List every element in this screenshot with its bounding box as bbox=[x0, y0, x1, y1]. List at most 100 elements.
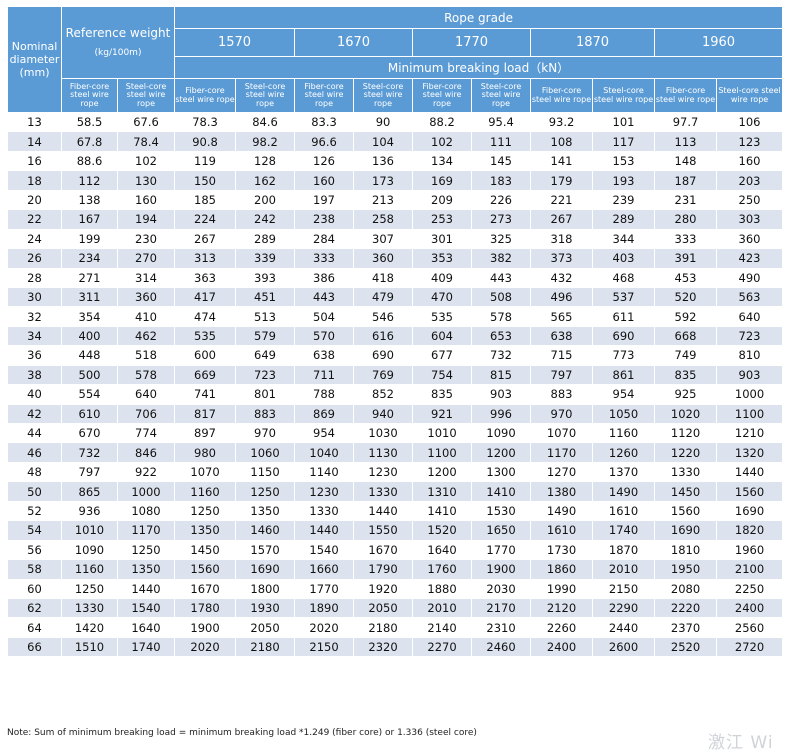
value-cell: 2140 bbox=[412, 617, 473, 638]
value-cell: 1090 bbox=[61, 539, 118, 561]
grade-1870: 1870 bbox=[530, 28, 656, 57]
value-cell: 95.4 bbox=[471, 111, 532, 133]
value-cell: 373 bbox=[530, 248, 594, 269]
value-cell: 903 bbox=[716, 364, 784, 386]
value-cell: 2520 bbox=[654, 636, 718, 658]
value-cell: 128 bbox=[235, 150, 296, 172]
value-cell: 1570 bbox=[235, 539, 296, 561]
value-cell: 468 bbox=[592, 267, 656, 288]
value-cell: 1730 bbox=[530, 539, 594, 561]
value-cell: 354 bbox=[61, 306, 118, 327]
value-cell: 423 bbox=[716, 248, 784, 269]
value-cell: 136 bbox=[353, 150, 414, 172]
value-cell: 592 bbox=[654, 306, 718, 327]
value-cell: 271 bbox=[61, 267, 118, 288]
value-cell: 604 bbox=[412, 325, 473, 347]
value-cell: 1160 bbox=[592, 422, 656, 444]
value-cell: 1420 bbox=[61, 617, 118, 638]
value-cell: 2020 bbox=[294, 617, 355, 638]
value-cell: 333 bbox=[654, 228, 718, 250]
value-cell: 1440 bbox=[116, 578, 176, 599]
value-cell: 1380 bbox=[530, 481, 594, 502]
value-cell: 677 bbox=[412, 345, 473, 366]
value-cell: 1450 bbox=[174, 539, 237, 561]
value-cell: 333 bbox=[294, 248, 355, 269]
value-cell: 148 bbox=[654, 150, 718, 172]
value-cell: 1450 bbox=[654, 481, 718, 502]
value-cell: 1100 bbox=[412, 442, 473, 463]
diameter-cell: 54 bbox=[7, 520, 62, 541]
table-row: 46 732 846 980 1060 1040 1130 1100 1200 1170 1260 1… bbox=[7, 442, 784, 463]
value-cell: 903 bbox=[471, 384, 532, 405]
value-cell: 1250 bbox=[174, 500, 237, 522]
value-cell: 1670 bbox=[174, 578, 237, 599]
value-cell: 668 bbox=[654, 325, 718, 347]
value-cell: 1010 bbox=[61, 520, 118, 541]
value-cell: 2020 bbox=[174, 636, 237, 658]
rope-specification-table: Nominal diameter (mm) Reference weight (… bbox=[7, 6, 784, 658]
value-cell: 1540 bbox=[294, 539, 355, 561]
diameter-cell: 14 bbox=[7, 131, 62, 152]
value-cell: 638 bbox=[294, 345, 355, 366]
value-cell: 1490 bbox=[530, 500, 594, 522]
diameter-cell: 26 bbox=[7, 248, 62, 269]
value-cell: 1650 bbox=[471, 520, 532, 541]
value-cell: 817 bbox=[174, 403, 237, 425]
value-cell: 102 bbox=[412, 131, 473, 152]
value-cell: 496 bbox=[530, 286, 594, 308]
value-cell: 1890 bbox=[294, 597, 355, 619]
value-cell: 169 bbox=[412, 170, 473, 191]
value-cell: 1350 bbox=[235, 500, 296, 522]
table-row: 50 865 1000 1160 1250 1230 1330 1310 1410 1380 149… bbox=[7, 481, 784, 502]
table-row: 22 167 194 224 242 238 258 253 273 267 289 280 303 bbox=[7, 209, 784, 230]
value-cell: 2320 bbox=[353, 636, 414, 658]
grade-1960: 1960 bbox=[654, 28, 784, 57]
value-cell: 835 bbox=[412, 384, 473, 405]
value-cell: 600 bbox=[174, 345, 237, 366]
table-row: 54 1010 1170 1350 1460 1440 1550 1520 1650 1610 17… bbox=[7, 520, 784, 541]
value-cell: 2260 bbox=[530, 617, 594, 638]
value-cell: 409 bbox=[412, 267, 473, 288]
value-cell: 289 bbox=[235, 228, 296, 250]
diameter-cell: 62 bbox=[7, 597, 62, 619]
value-cell: 325 bbox=[471, 228, 532, 250]
value-cell: 1230 bbox=[294, 481, 355, 502]
reference-weight-unit: (kg/100m) bbox=[94, 47, 142, 58]
value-cell: 314 bbox=[116, 267, 176, 288]
value-cell: 1310 bbox=[412, 481, 473, 502]
value-cell: 160 bbox=[294, 170, 355, 191]
value-cell: 113 bbox=[654, 131, 718, 152]
value-cell: 470 bbox=[412, 286, 473, 308]
value-cell: 1410 bbox=[471, 481, 532, 502]
subheader-steel-core: Steel-core steel wire rope bbox=[353, 78, 414, 113]
value-cell: 1250 bbox=[61, 578, 118, 599]
value-cell: 2180 bbox=[235, 636, 296, 658]
reference-weight-label: Reference weight bbox=[65, 25, 171, 40]
value-cell: 835 bbox=[654, 364, 718, 386]
value-cell: 226 bbox=[471, 189, 532, 211]
value-cell: 126 bbox=[294, 150, 355, 172]
value-cell: 1090 bbox=[471, 422, 532, 444]
diameter-cell: 22 bbox=[7, 209, 62, 230]
value-cell: 187 bbox=[654, 170, 718, 191]
value-cell: 138 bbox=[61, 189, 118, 211]
value-cell: 1000 bbox=[116, 481, 176, 502]
table-row: 24 199 230 267 289 284 307 301 325 318 344 333 360 bbox=[7, 228, 784, 250]
value-cell: 1930 bbox=[235, 597, 296, 619]
value-cell: 58.5 bbox=[61, 111, 118, 133]
value-cell: 150 bbox=[174, 170, 237, 191]
value-cell: 253 bbox=[412, 209, 473, 230]
value-cell: 869 bbox=[294, 403, 355, 425]
diameter-cell: 50 bbox=[7, 481, 62, 502]
value-cell: 715 bbox=[530, 345, 594, 366]
value-cell: 1220 bbox=[654, 442, 718, 463]
value-cell: 185 bbox=[174, 189, 237, 211]
value-cell: 2460 bbox=[471, 636, 532, 658]
value-cell: 810 bbox=[716, 345, 784, 366]
value-cell: 1350 bbox=[116, 559, 176, 580]
value-cell: 2250 bbox=[716, 578, 784, 599]
value-cell: 83.3 bbox=[294, 111, 355, 133]
value-cell: 1370 bbox=[592, 461, 656, 483]
value-cell: 78.4 bbox=[116, 131, 176, 152]
value-cell: 1330 bbox=[294, 500, 355, 522]
